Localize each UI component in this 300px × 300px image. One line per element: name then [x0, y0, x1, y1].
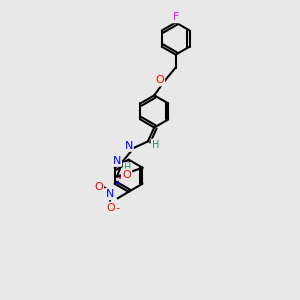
Text: H: H: [124, 163, 131, 173]
Text: O: O: [155, 75, 164, 85]
Text: O: O: [106, 203, 115, 213]
Text: N: N: [112, 156, 121, 166]
Text: N: N: [106, 189, 115, 199]
Text: N: N: [124, 141, 133, 151]
Text: +: +: [115, 179, 122, 188]
Text: -: -: [116, 203, 120, 213]
Text: O: O: [122, 169, 131, 180]
Text: F: F: [172, 12, 179, 22]
Text: H: H: [152, 140, 159, 150]
Text: O: O: [94, 182, 103, 193]
